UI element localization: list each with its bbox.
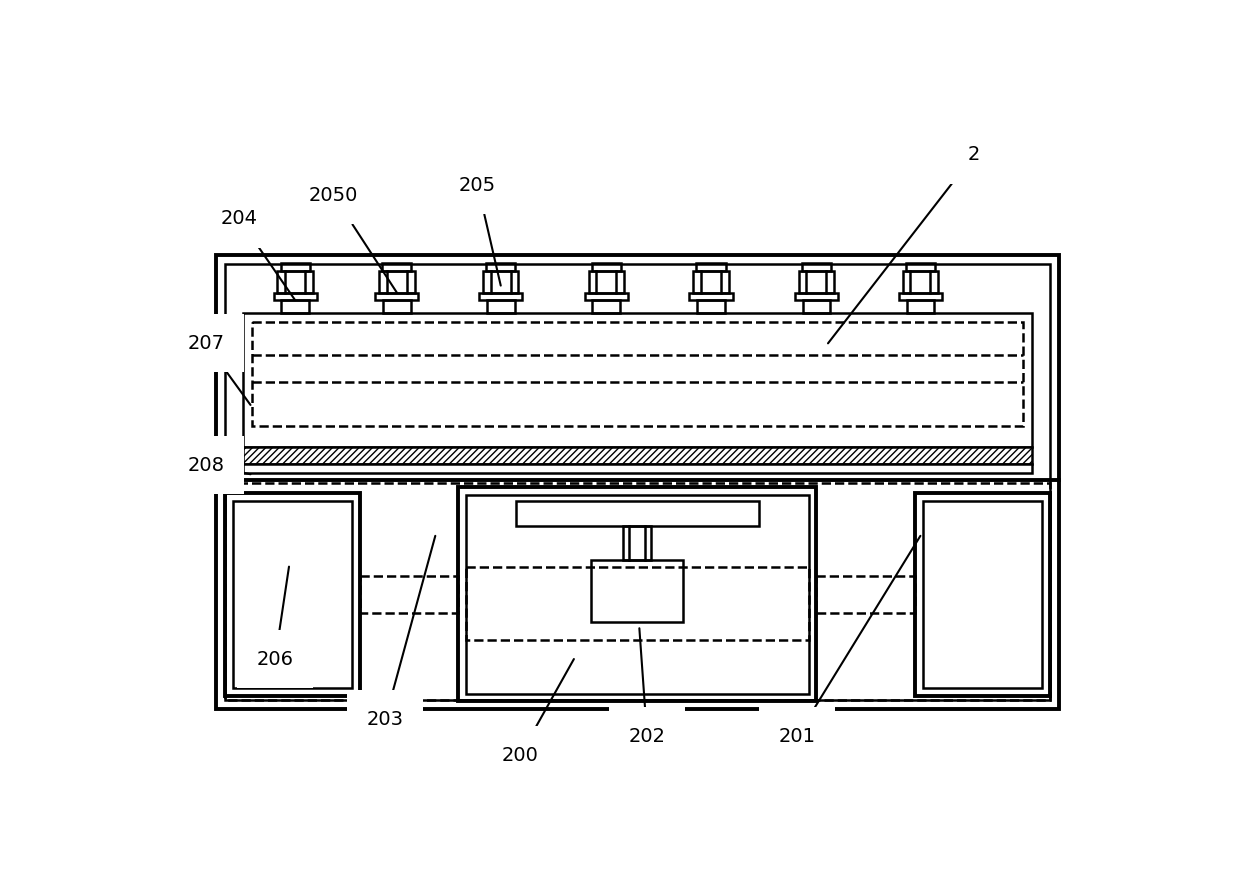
Bar: [624, 526, 651, 561]
Bar: [466, 495, 808, 694]
Bar: [697, 263, 725, 271]
Bar: [243, 447, 1032, 464]
Bar: [486, 263, 516, 271]
Bar: [382, 263, 412, 271]
Text: 204: 204: [221, 209, 295, 300]
Bar: [516, 501, 759, 526]
Text: 2: 2: [828, 146, 981, 344]
Bar: [226, 483, 1050, 700]
Bar: [689, 292, 733, 300]
Bar: [915, 494, 1050, 696]
Text: 207: 207: [187, 334, 250, 405]
Bar: [280, 263, 310, 271]
Text: 202: 202: [629, 628, 666, 746]
Text: 208: 208: [187, 455, 250, 474]
Bar: [697, 300, 725, 312]
Bar: [459, 487, 816, 701]
Bar: [795, 292, 838, 300]
Bar: [383, 300, 410, 312]
Bar: [802, 300, 831, 312]
Bar: [799, 271, 835, 292]
Text: 203: 203: [367, 535, 435, 729]
Bar: [484, 271, 518, 292]
Bar: [923, 501, 1042, 688]
Bar: [479, 292, 522, 300]
Text: 201: 201: [779, 535, 920, 746]
Bar: [278, 271, 312, 292]
Text: 2050: 2050: [309, 186, 397, 292]
Bar: [360, 576, 459, 613]
Bar: [589, 271, 624, 292]
Bar: [226, 264, 1050, 700]
Bar: [693, 271, 729, 292]
Bar: [226, 494, 360, 696]
Bar: [905, 263, 935, 271]
Bar: [899, 292, 942, 300]
Bar: [281, 300, 309, 312]
Text: 206: 206: [257, 567, 294, 669]
Bar: [243, 312, 1032, 447]
Bar: [816, 576, 915, 613]
Text: 200: 200: [501, 659, 574, 765]
Bar: [906, 300, 934, 312]
Bar: [585, 292, 627, 300]
Bar: [233, 501, 352, 688]
Bar: [466, 567, 808, 640]
Bar: [252, 322, 1023, 426]
Bar: [802, 263, 831, 271]
Bar: [590, 561, 683, 622]
Text: 205: 205: [459, 176, 501, 286]
Bar: [376, 292, 418, 300]
Bar: [274, 292, 316, 300]
Bar: [379, 271, 414, 292]
Bar: [591, 263, 621, 271]
Bar: [487, 300, 515, 312]
Bar: [243, 464, 1032, 473]
Bar: [593, 300, 620, 312]
Bar: [216, 255, 1059, 709]
Bar: [903, 271, 939, 292]
